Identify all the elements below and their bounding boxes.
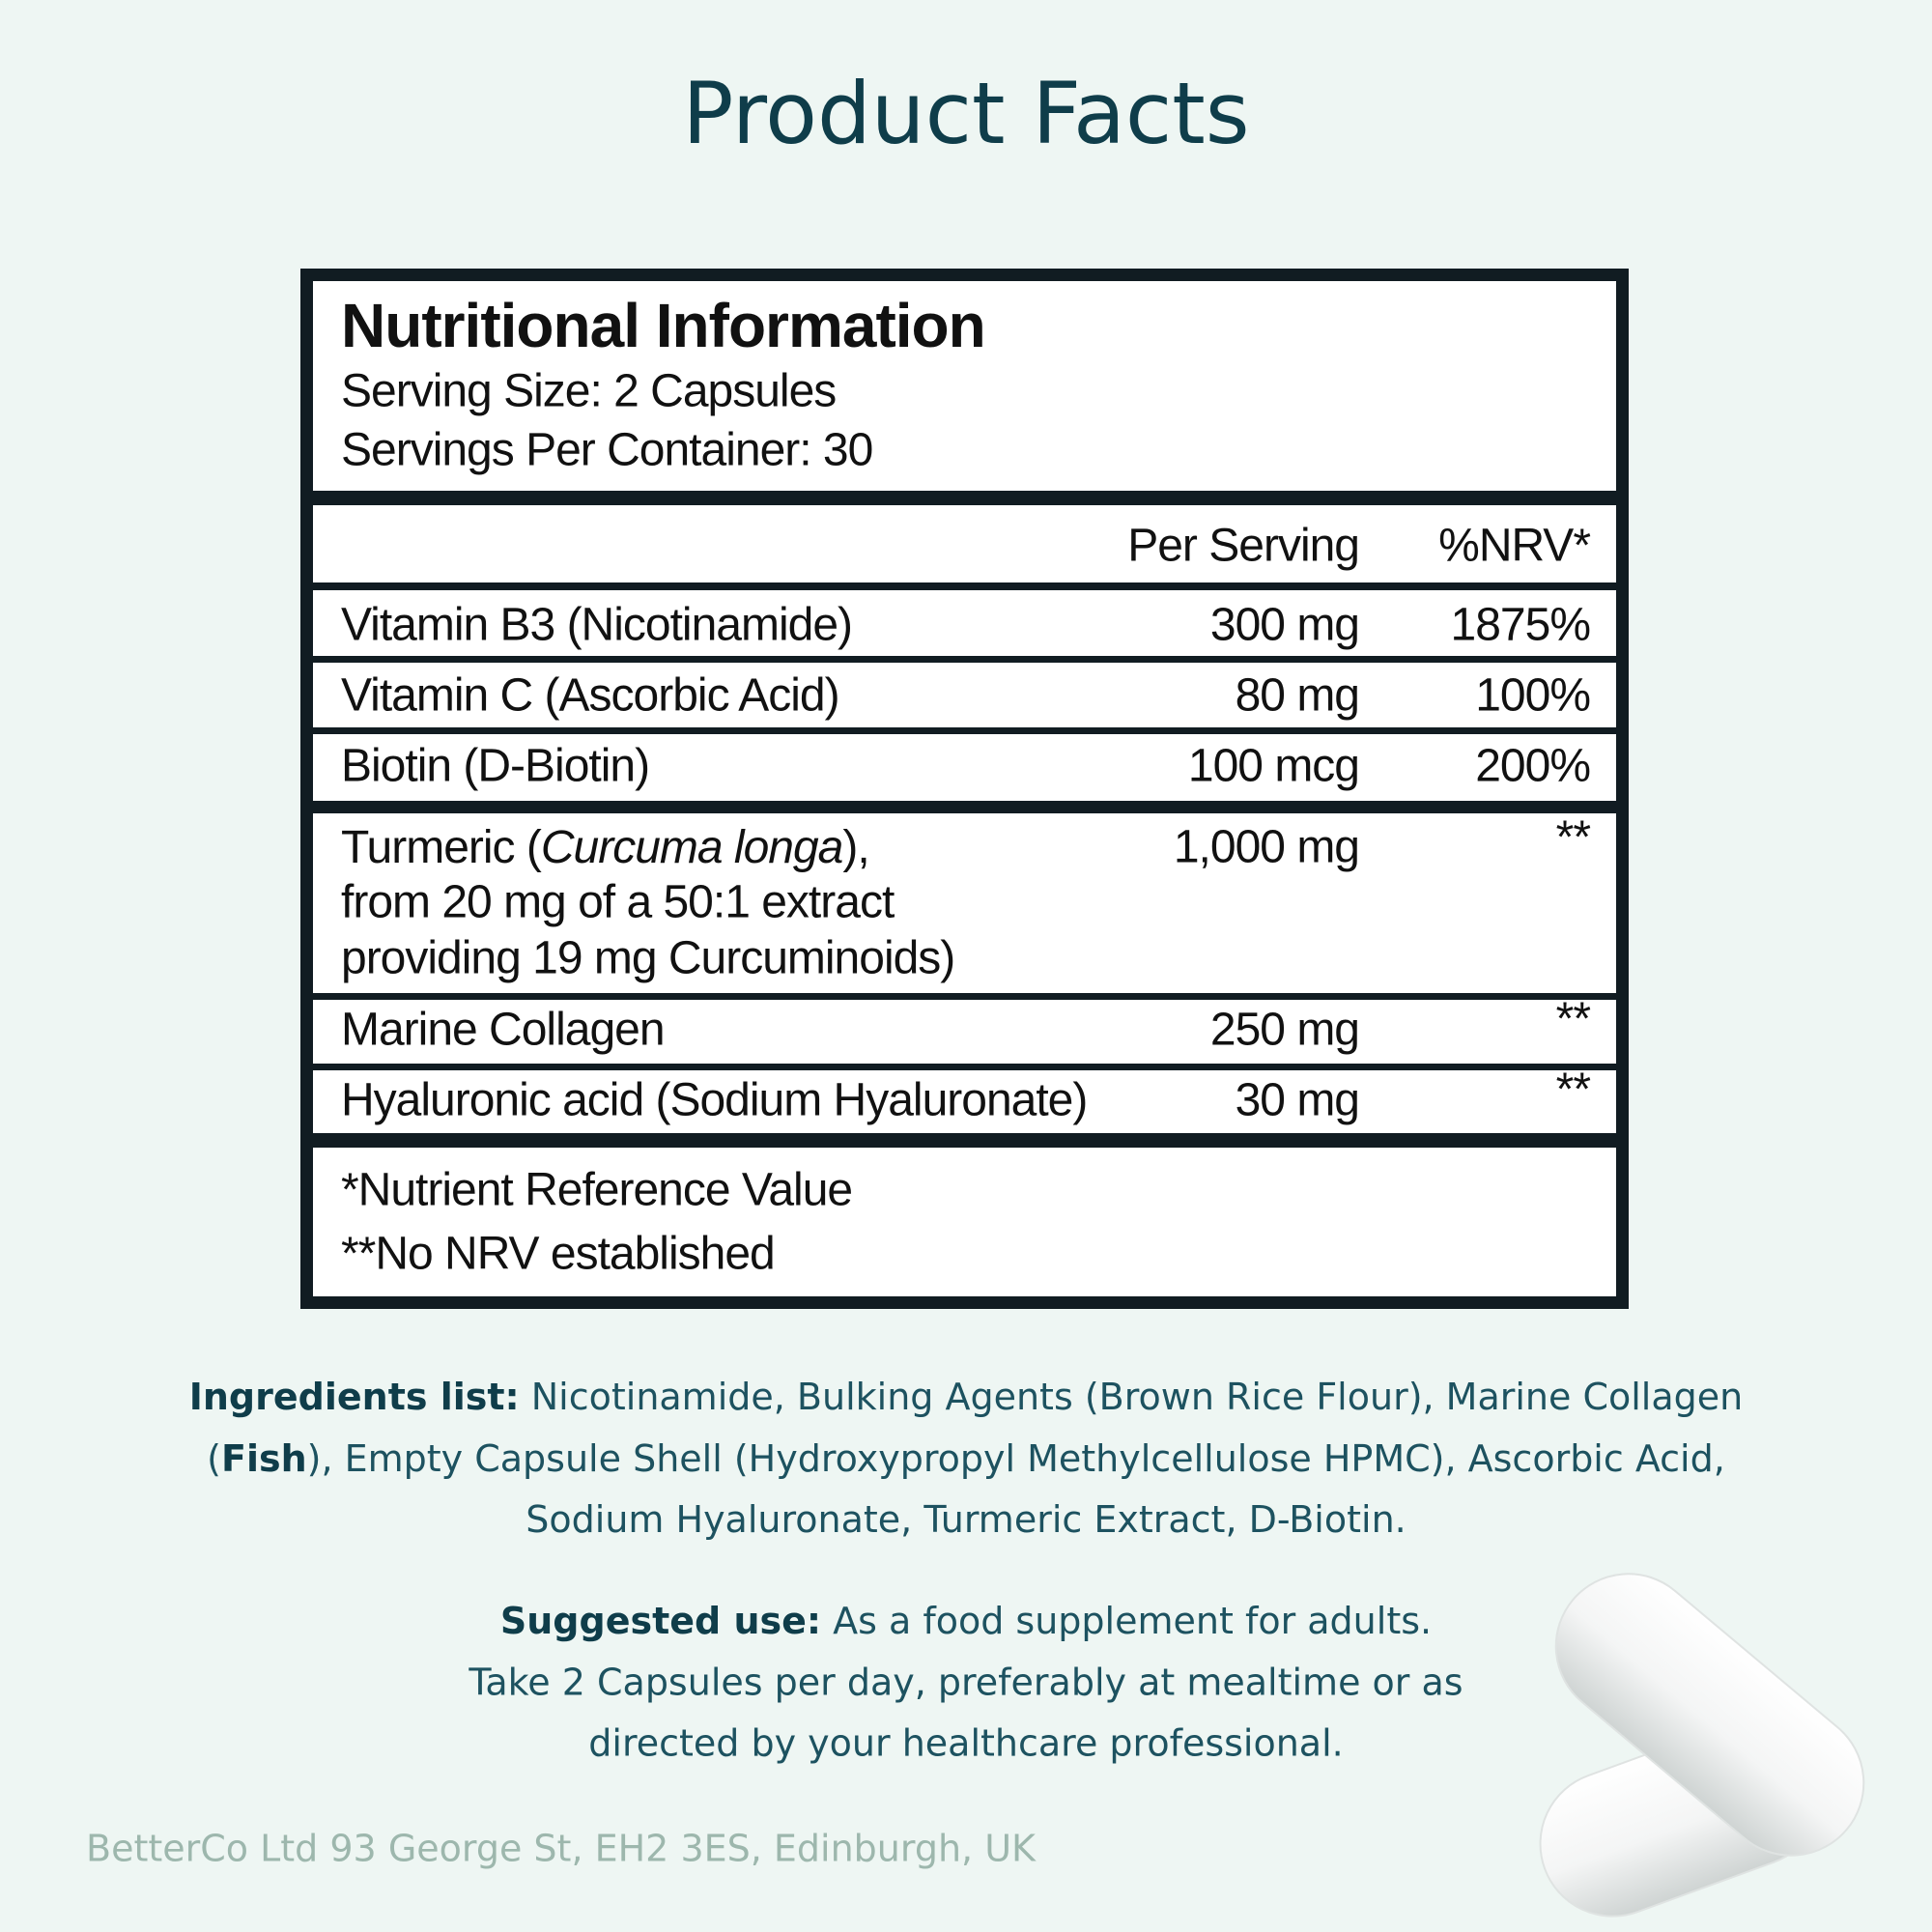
nutrient-name: Biotin (D-Biotin) bbox=[341, 741, 649, 792]
ingredients-label: Ingredients list: bbox=[189, 1376, 520, 1418]
name-part: Turmeric ( bbox=[341, 822, 542, 873]
address: BetterCo Ltd 93 George St, EH2 3ES, Edin… bbox=[86, 1828, 1037, 1870]
nutrient-name: Vitamin B3 (Nicotinamide) bbox=[341, 600, 852, 651]
suggested-use-line: Take 2 Capsules per day, preferably at m… bbox=[468, 1662, 1463, 1704]
suggested-use-label: Suggested use: bbox=[500, 1600, 821, 1642]
label-border bbox=[300, 269, 1629, 1309]
ingredients-line: (Fish), Empty Capsule Shell (Hydroxyprop… bbox=[207, 1437, 1725, 1480]
ingredients-text: Nicotinamide, Bulking Agents (Brown Rice… bbox=[531, 1376, 1744, 1418]
nutrient-amount: 100 mcg bbox=[1188, 741, 1359, 792]
nutrient-nrv: ** bbox=[1556, 812, 1591, 864]
nutrient-name: Turmeric (Curcuma longa), bbox=[341, 822, 869, 873]
nutrient-nrv: 1875% bbox=[1451, 600, 1590, 651]
capsules bbox=[1539, 1573, 1865, 1918]
column-header: Per Serving bbox=[1127, 521, 1359, 572]
ingredients-text: ( bbox=[207, 1437, 221, 1480]
nutrient-nrv: ** bbox=[1556, 994, 1591, 1045]
ingredients-line: Ingredients list: Nicotinamide, Bulking A… bbox=[189, 1376, 1744, 1418]
nutrient-amount: 30 mg bbox=[1236, 1075, 1359, 1126]
divider bbox=[313, 993, 1617, 1000]
nutrient-name: Hyaluronic acid (Sodium Hyaluronate) bbox=[341, 1075, 1087, 1126]
footnote: *Nutrient Reference Value bbox=[341, 1165, 852, 1216]
servings-per-container: Servings Per Container: 30 bbox=[341, 425, 872, 476]
name-italic: Curcuma longa bbox=[541, 822, 843, 873]
ingredients-line: Sodium Hyaluronate, Turmeric Extract, D-… bbox=[526, 1498, 1406, 1541]
nutrient-amount: 250 mg bbox=[1210, 1005, 1359, 1056]
ingredients-text: Sodium Hyaluronate, Turmeric Extract, D-… bbox=[526, 1498, 1406, 1541]
serving-size: Serving Size: 2 Capsules bbox=[341, 366, 836, 417]
nutrient-detail: providing 19 mg Curcuminoids) bbox=[341, 933, 954, 984]
nutrient-nrv: 100% bbox=[1475, 670, 1590, 722]
nutrient-amount: 300 mg bbox=[1210, 600, 1359, 651]
divider bbox=[313, 1133, 1617, 1148]
divider bbox=[313, 1064, 1617, 1070]
suggested-use-line: Suggested use: As a food supplement for a… bbox=[500, 1600, 1432, 1642]
nutrient-name: Marine Collagen bbox=[341, 1005, 665, 1056]
ingredients: Ingredients list: Nicotinamide, Bulking A… bbox=[189, 1376, 1744, 1541]
nutrient-nrv: 200% bbox=[1475, 741, 1590, 792]
divider bbox=[313, 582, 1617, 590]
nutrient-name: Vitamin C (Ascorbic Acid) bbox=[341, 670, 839, 722]
column-header: %NRV* bbox=[1438, 521, 1590, 572]
nutrient-amount: 80 mg bbox=[1236, 670, 1359, 722]
suggested-use-text: As a food supplement for adults. bbox=[833, 1600, 1432, 1642]
capsule bbox=[1554, 1573, 1865, 1857]
suggested-use: Suggested use: As a food supplement for a… bbox=[468, 1600, 1463, 1765]
allergen: Fish bbox=[221, 1437, 307, 1480]
label-heading: Nutritional Information bbox=[341, 291, 985, 360]
page-title: Product Facts bbox=[682, 64, 1249, 163]
footnote: **No NRV established bbox=[341, 1229, 775, 1280]
suggested-use-line: directed by your healthcare professional… bbox=[588, 1722, 1343, 1765]
divider bbox=[313, 801, 1617, 813]
divider bbox=[313, 727, 1617, 734]
divider bbox=[313, 491, 1617, 505]
divider bbox=[313, 656, 1617, 663]
name-part: ), bbox=[842, 822, 868, 873]
nutrient-nrv: ** bbox=[1556, 1065, 1591, 1116]
nutrient-detail: from 20 mg of a 50:1 extract bbox=[341, 877, 895, 928]
ingredients-text: ), Empty Capsule Shell (Hydroxypropyl Me… bbox=[307, 1437, 1725, 1480]
nutrient-amount: 1,000 mg bbox=[1174, 822, 1359, 873]
nutrition-label: Nutritional Information Serving Size: 2 … bbox=[300, 269, 1629, 1309]
